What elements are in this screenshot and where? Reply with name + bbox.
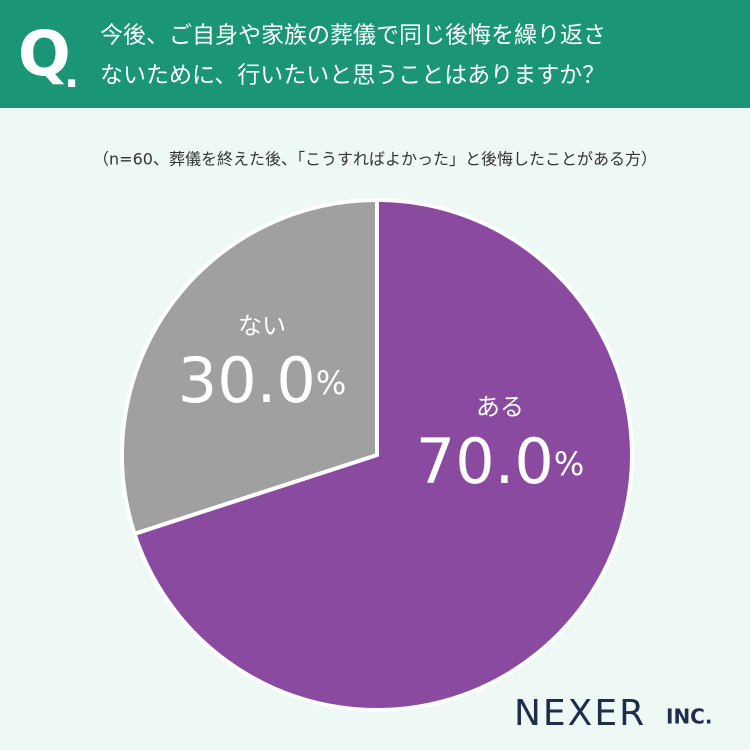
logo-name: NEXER: [514, 693, 646, 734]
slice-value-label: 70.0%: [416, 425, 584, 498]
slice-value-label: 30.0%: [178, 344, 346, 417]
q-dot: .: [64, 51, 79, 97]
pie-slice: [120, 198, 379, 536]
slice-label: ない: [238, 312, 286, 340]
subtitle: （n=60、葬儀を終えた後、「こうすればよかった」と後悔したことがある方）: [93, 150, 657, 169]
logo-suffix: INC.: [666, 705, 712, 729]
pie-slice: [132, 198, 634, 712]
question-line: 今後、ご自身や家族の葬儀で同じ後悔を繰り返さ: [100, 23, 606, 49]
q-mark: Q: [18, 17, 71, 90]
header-band: [0, 0, 750, 108]
pie: ある 70.0% ない 30.0%: [120, 198, 634, 712]
question-line: ないために、行いたいと思うことはありますか？: [100, 63, 605, 89]
slice-label: ある: [476, 393, 524, 421]
